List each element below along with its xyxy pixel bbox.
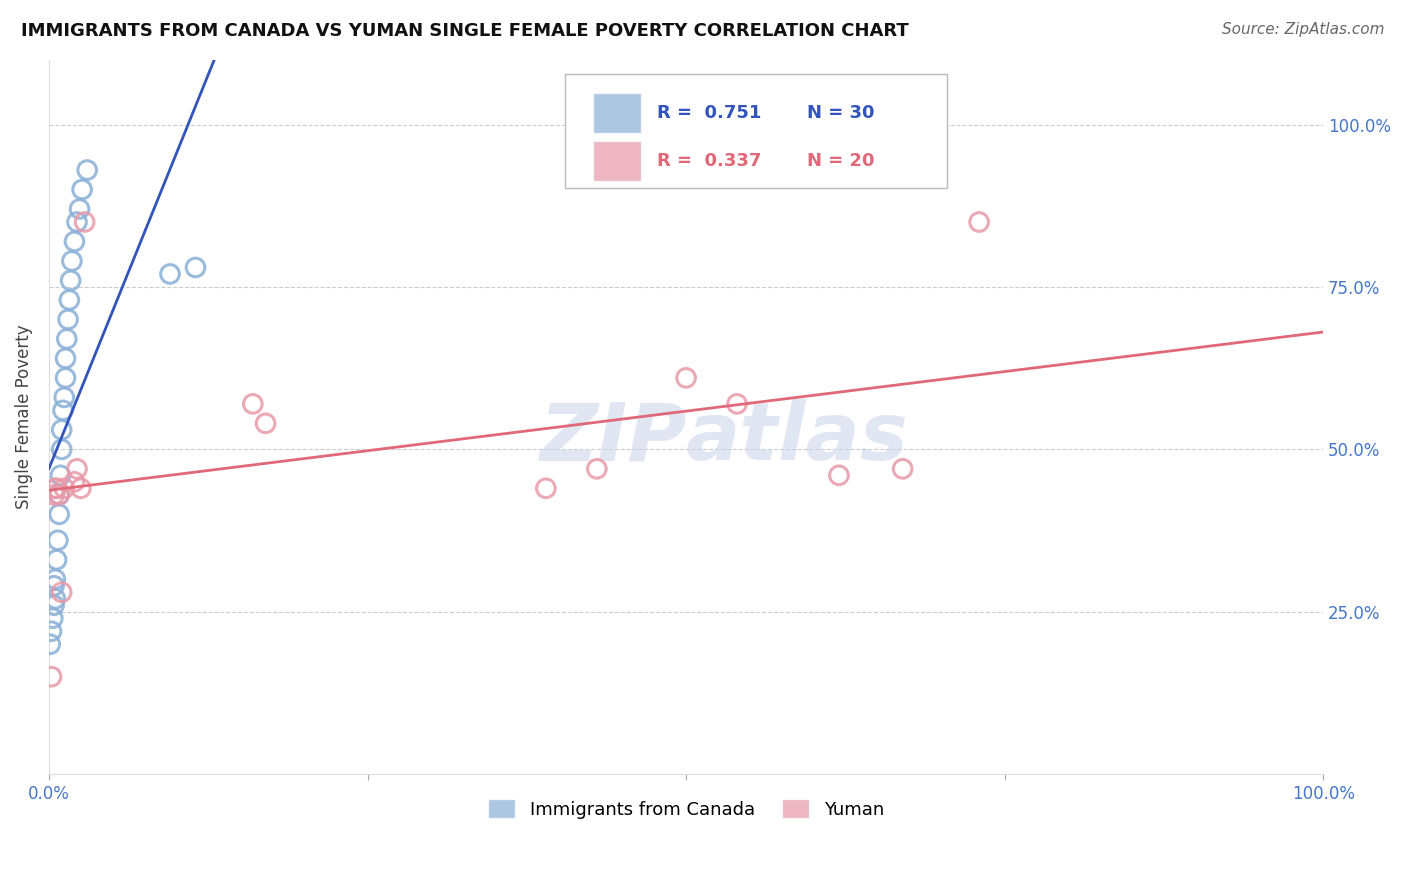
Point [242,397,264,411]
Text: atlas: atlas [686,400,908,477]
Point [39,637,62,651]
FancyBboxPatch shape [593,142,641,181]
Point [586,462,609,476]
Point [56,312,79,326]
Text: R =  0.337: R = 0.337 [657,152,761,170]
Point [63,235,86,249]
Point [55,371,77,385]
Point [48,488,70,502]
Point [49,468,72,483]
Point [48,488,70,502]
Point [42,488,65,502]
Point [828,468,851,483]
Text: Source: ZipAtlas.com: Source: ZipAtlas.com [1222,22,1385,37]
Point [66,462,89,476]
Text: R =  0.751: R = 0.751 [657,104,761,122]
Point [69,202,91,216]
Point [55,351,77,366]
Text: N = 30: N = 30 [807,104,875,122]
Point [159,267,181,281]
Text: N = 20: N = 20 [807,152,875,170]
Text: IMMIGRANTS FROM CANADA VS YUMAN SINGLE FEMALE POVERTY CORRELATION CHART: IMMIGRANTS FROM CANADA VS YUMAN SINGLE F… [21,22,908,40]
Point [44,572,66,586]
Point [675,371,697,385]
FancyBboxPatch shape [565,74,948,188]
Point [69,481,91,495]
Legend: Immigrants from Canada, Yuman: Immigrants from Canada, Yuman [481,792,891,826]
Point [41,670,63,684]
Point [41,624,63,639]
Point [45,553,67,567]
Text: ZIP: ZIP [538,400,686,477]
Point [56,332,79,346]
Point [254,417,277,431]
Point [534,481,557,495]
Point [59,273,82,287]
Point [63,475,86,489]
Point [51,442,73,457]
Point [51,585,73,599]
Point [967,215,990,229]
Point [66,215,89,229]
Point [42,611,65,625]
Point [46,533,69,548]
Point [60,254,83,268]
Point [45,481,67,495]
Point [58,293,80,307]
Point [76,163,98,178]
Point [52,403,75,417]
Point [53,390,76,404]
Point [184,260,207,275]
Point [73,215,96,229]
Point [51,423,73,437]
Point [42,599,65,613]
Point [44,481,66,495]
Point [42,579,65,593]
FancyBboxPatch shape [593,94,641,133]
Point [891,462,914,476]
Point [48,508,70,522]
Point [53,481,76,495]
Point [70,182,93,196]
Point [725,397,748,411]
Y-axis label: Single Female Poverty: Single Female Poverty [15,325,32,509]
Point [44,591,66,606]
